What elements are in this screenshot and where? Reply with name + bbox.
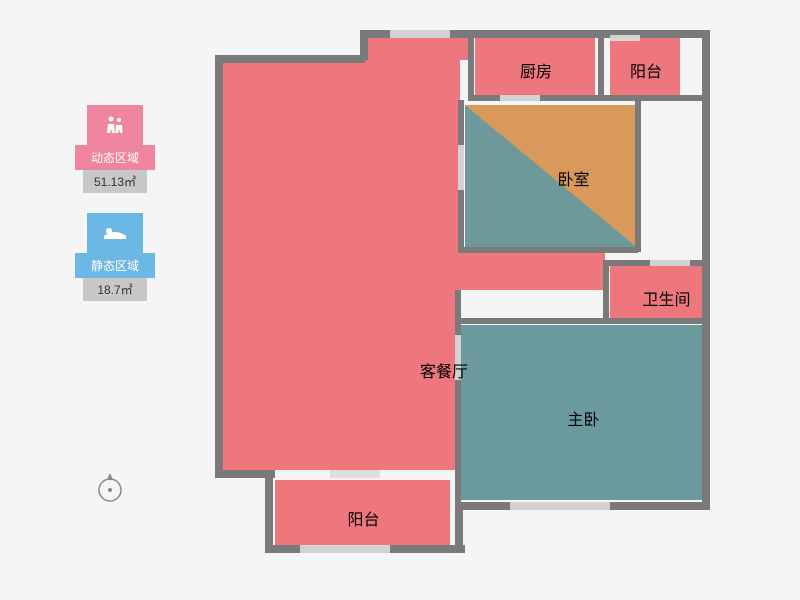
wall-19 bbox=[455, 290, 461, 505]
legend-dynamic: 动态区域 51.13㎡ bbox=[75, 105, 155, 193]
sleep-icon-svg bbox=[102, 224, 128, 242]
room-hall_top-zone bbox=[365, 35, 470, 60]
sleep-icon bbox=[87, 213, 143, 253]
room-living-zone bbox=[220, 60, 460, 470]
legend-panel: 动态区域 51.13㎡ 静态区域 18.7㎡ bbox=[75, 105, 155, 321]
wall-3 bbox=[702, 30, 710, 510]
room-bedroom1-label: 卧室 bbox=[555, 165, 593, 191]
wall-11 bbox=[598, 35, 604, 97]
opening-8 bbox=[300, 545, 390, 553]
room-balcony2-label: 阳台 bbox=[345, 505, 383, 531]
legend-dynamic-label: 动态区域 bbox=[75, 145, 155, 170]
room-bedroom1-zone bbox=[465, 105, 640, 250]
opening-7 bbox=[510, 502, 610, 510]
opening-3 bbox=[458, 145, 464, 190]
people-icon bbox=[87, 105, 143, 145]
opening-5 bbox=[330, 470, 380, 478]
room-bathroom-label: 卫生间 bbox=[640, 285, 694, 311]
opening-6 bbox=[650, 260, 690, 266]
compass-icon bbox=[95, 470, 125, 500]
legend-static-value: 18.7㎡ bbox=[83, 278, 147, 301]
room-living-label: 客餐厅 bbox=[417, 357, 471, 383]
opening-2 bbox=[610, 35, 640, 41]
legend-static: 静态区域 18.7㎡ bbox=[75, 213, 155, 301]
wall-0 bbox=[215, 55, 365, 63]
opening-0 bbox=[390, 30, 450, 38]
wall-12 bbox=[468, 35, 474, 97]
wall-14 bbox=[458, 247, 638, 253]
room-balcony1-label: 阳台 bbox=[627, 57, 665, 83]
room-master-label: 主卧 bbox=[565, 405, 603, 431]
wall-16 bbox=[603, 260, 609, 322]
room-living2-zone bbox=[460, 250, 605, 290]
floorplan: 厨房阳台卧室客餐厅卫生间主卧阳台 bbox=[210, 25, 760, 585]
opening-1 bbox=[500, 95, 540, 101]
wall-6 bbox=[265, 470, 273, 550]
wall-15 bbox=[635, 100, 641, 252]
wall-18 bbox=[455, 318, 707, 324]
room-kitchen-label: 厨房 bbox=[517, 57, 555, 83]
people-icon-svg bbox=[103, 115, 127, 135]
legend-dynamic-value: 51.13㎡ bbox=[83, 170, 147, 193]
wall-4 bbox=[215, 55, 223, 475]
legend-static-label: 静态区域 bbox=[75, 253, 155, 278]
